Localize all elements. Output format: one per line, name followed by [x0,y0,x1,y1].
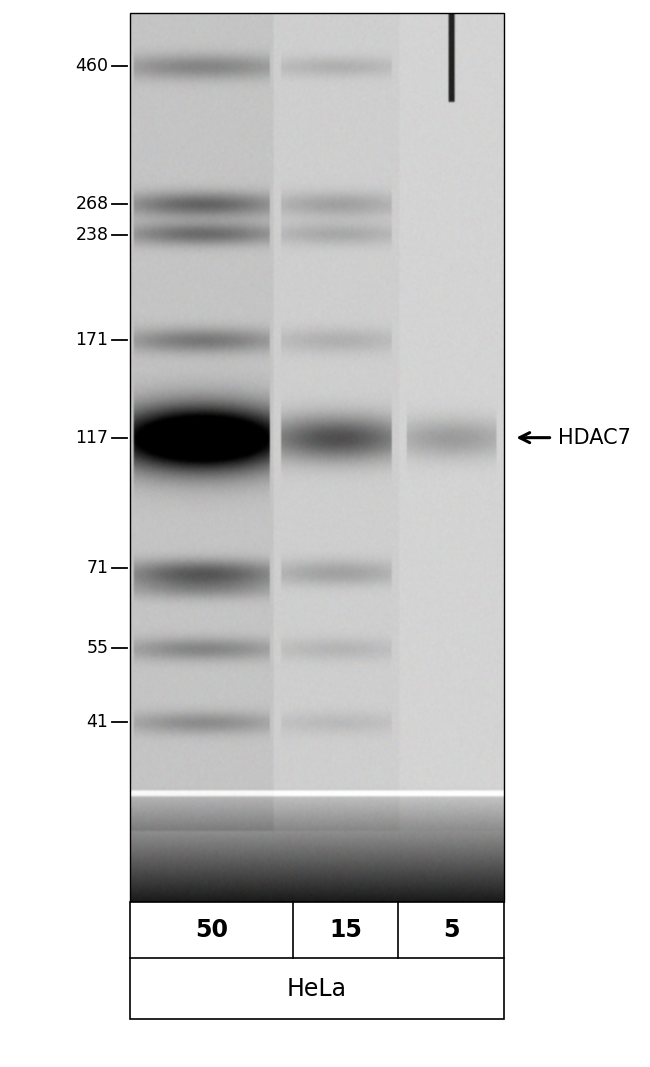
Text: 71: 71 [86,559,109,577]
Text: 55: 55 [86,639,109,657]
Text: 238: 238 [75,226,109,244]
Text: HDAC7: HDAC7 [558,428,630,448]
Text: HeLa: HeLa [287,976,347,1001]
Bar [130,902,504,1019]
Text: 117: 117 [75,429,109,447]
Text: kDa: kDa [81,0,115,4]
Text: 171: 171 [75,331,109,349]
Text: 50: 50 [195,918,228,942]
Bar [130,13,504,902]
Text: 5: 5 [443,918,460,942]
Text: 268: 268 [75,195,109,213]
Text: 460: 460 [75,58,109,75]
Text: 41: 41 [86,713,109,731]
Text: 15: 15 [329,918,362,942]
